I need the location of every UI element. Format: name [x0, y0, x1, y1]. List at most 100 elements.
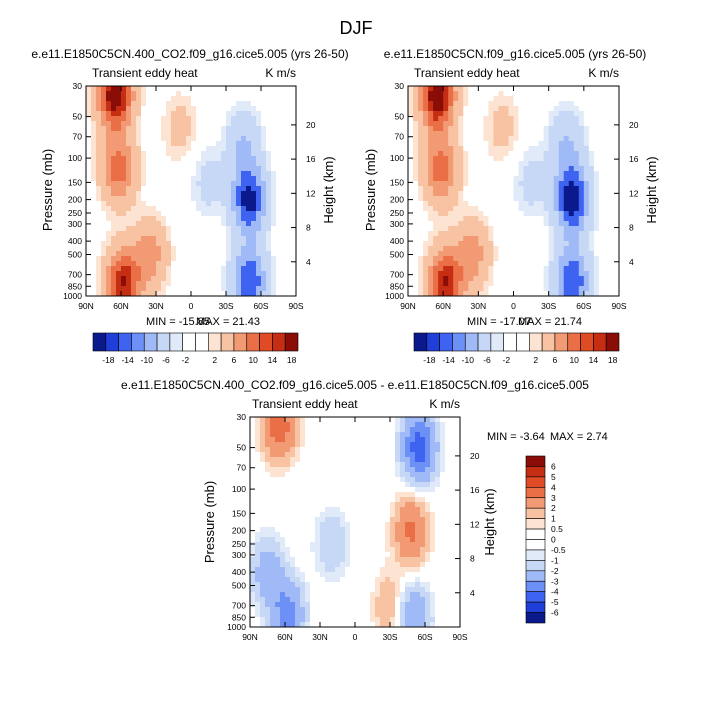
contour-cell: [448, 151, 454, 157]
contour-cell: [286, 266, 292, 272]
contour-cell: [136, 201, 142, 207]
contour-cell: [131, 256, 137, 262]
contour-cell: [171, 226, 177, 232]
contour-cell: [395, 427, 401, 433]
contour-cell: [578, 216, 585, 222]
contour-cell: [206, 156, 212, 162]
contour-cell: [483, 201, 489, 207]
colorbar-box: [233, 332, 248, 352]
contour-cell: [216, 231, 222, 237]
contour-cell: [305, 472, 311, 478]
contour-cell: [583, 111, 590, 117]
contour-cell: [121, 191, 127, 197]
contour-cell: [593, 181, 600, 187]
contour-cell: [250, 572, 256, 578]
contour-cell: [360, 512, 366, 518]
contour-cell: [260, 587, 266, 593]
contour-cell: [320, 562, 326, 568]
contour-cell: [408, 226, 414, 232]
contour-cell: [250, 617, 256, 623]
contour-cell: [538, 151, 545, 157]
contour-cell: [345, 427, 351, 433]
contour-cell: [573, 201, 580, 207]
contour-cell: [573, 111, 580, 117]
contour-cell: [523, 241, 529, 247]
contour-cell: [275, 427, 281, 433]
contour-cell: [513, 221, 519, 227]
contour-cell: [226, 241, 232, 247]
contour-cell: [325, 602, 331, 608]
contour-cell: [266, 256, 272, 262]
contour-cell: [111, 86, 117, 92]
contour-cell: [260, 457, 266, 463]
contour-cell: [613, 151, 620, 157]
contour-cell: [508, 231, 514, 237]
contour-cell: [513, 256, 519, 262]
contour-cell: [226, 216, 232, 222]
contour-cell: [226, 176, 232, 182]
contour-cell: [438, 191, 444, 197]
contour-cell: [478, 161, 484, 167]
contour-cell: [330, 552, 336, 558]
contour-cell: [166, 231, 172, 237]
contour-cell: [221, 176, 227, 182]
contour-cell: [136, 141, 142, 147]
panel-2: e.e11.E1850C5CN.f09_g16.cice5.005 (yrs 2…: [363, 47, 659, 365]
colorbar-box: [413, 332, 428, 352]
contour-cell: [261, 131, 267, 137]
contour-cell: [285, 432, 291, 438]
contour-cell: [161, 276, 167, 282]
contour-cell: [101, 201, 107, 207]
contour-cell: [206, 251, 212, 257]
contour-cell: [598, 266, 605, 272]
contour-cell: [186, 226, 192, 232]
contour-cell: [483, 196, 489, 202]
contour-cell: [241, 251, 247, 257]
contour-cell: [395, 437, 401, 443]
contour-cell: [498, 191, 504, 197]
contour-cell: [266, 151, 272, 157]
contour-cell: [468, 146, 474, 152]
contour-cell: [588, 151, 595, 157]
contour-cell: [206, 151, 212, 157]
contour-cell: [226, 116, 232, 122]
contour-cell: [291, 141, 297, 147]
contour-cell: [478, 196, 484, 202]
contour-cell: [488, 241, 494, 247]
contour-cell: [261, 171, 267, 177]
contour-cell: [250, 492, 256, 498]
contour-cell: [380, 607, 386, 613]
contour-cell: [271, 291, 277, 297]
contour-cell: [478, 176, 484, 182]
contour-cell: [568, 286, 575, 292]
contour-cell: [151, 126, 157, 132]
contour-cell: [281, 221, 287, 227]
contour-cell: [583, 86, 590, 92]
contour-cell: [433, 141, 439, 147]
contour-cell: [608, 241, 615, 247]
contour-cell: [166, 111, 172, 117]
contour-cell: [236, 276, 242, 282]
contour-cell: [473, 256, 479, 262]
contour-cell: [310, 527, 316, 533]
contour-cell: [533, 261, 540, 267]
contour-cell: [255, 577, 261, 583]
contour-cell: [350, 457, 356, 463]
contour-cell: [275, 592, 281, 598]
contour-cell: [438, 206, 444, 212]
contour-cell: [236, 196, 242, 202]
contour-cell: [131, 211, 137, 217]
contour-cell: [111, 151, 117, 157]
contour-cell: [166, 246, 172, 252]
contour-cell: [473, 91, 479, 97]
contour-cell: [330, 477, 336, 483]
contour-cell: [221, 91, 227, 97]
contour-cell: [291, 126, 297, 132]
contour-cell: [216, 91, 222, 97]
contour-cell: [86, 91, 92, 97]
contour-cell: [563, 251, 570, 257]
contour-cell: [493, 121, 499, 127]
contour-cell: [186, 156, 192, 162]
contour-cell: [458, 246, 464, 252]
contour-cell: [433, 276, 439, 282]
